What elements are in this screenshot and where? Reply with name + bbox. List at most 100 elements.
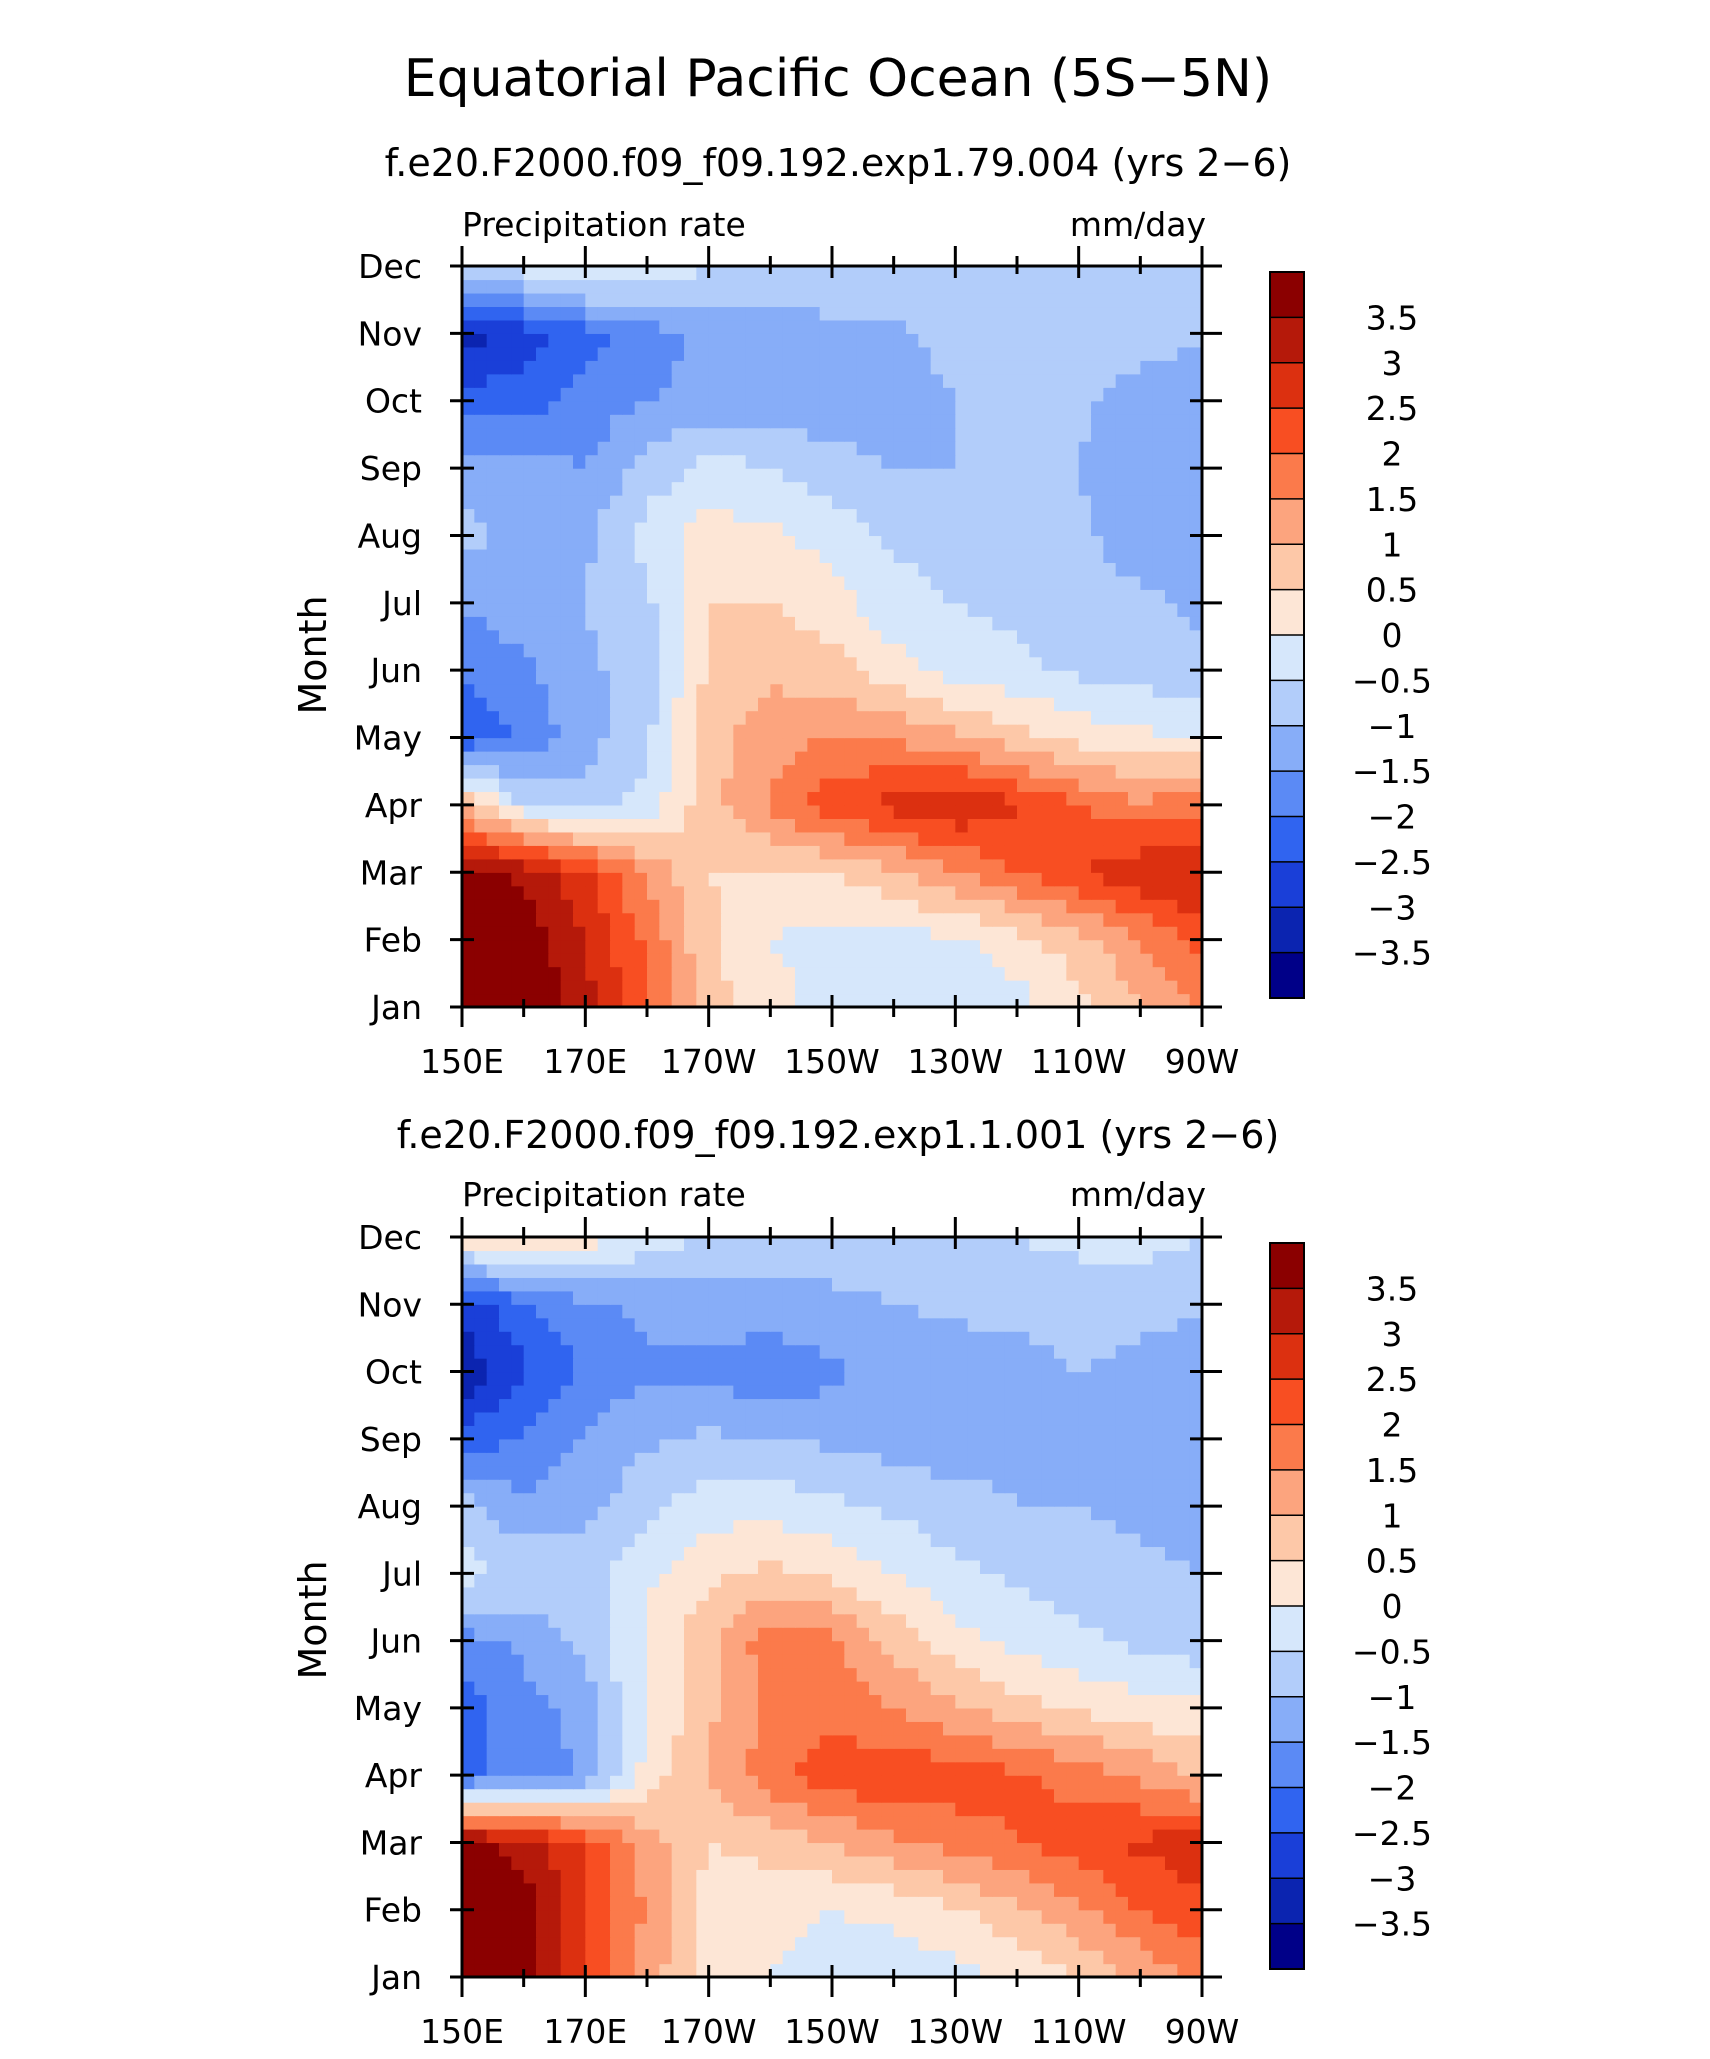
panel-bottom-heat-cell xyxy=(980,1909,993,1924)
panel-top-heat-cell xyxy=(1029,980,1043,995)
panel-bottom-heat-cell xyxy=(1004,1909,1018,1924)
panel-top-heat-cell xyxy=(597,279,611,294)
panel-bottom-heat-cell xyxy=(708,1694,722,1709)
panel-top-heat-cell xyxy=(560,872,574,887)
panel-top-heat-cell xyxy=(733,468,747,483)
panel-top-y-tick-label: Jul xyxy=(380,584,422,623)
panel-bottom-heat-cell xyxy=(1017,1923,1030,1938)
panel-top-heat-cell xyxy=(523,831,537,846)
panel-top-heat-cell xyxy=(745,804,759,819)
panel-top-heat-cell xyxy=(881,643,895,658)
panel-top-heat-cell xyxy=(758,656,771,671)
panel-top-heat-cell xyxy=(770,454,784,469)
panel-top-heat-cell xyxy=(1078,346,1092,361)
panel-top-heat-cell xyxy=(807,575,821,590)
panel-bottom-heat-cell xyxy=(1128,1896,1141,1911)
panel-top-heat-cell xyxy=(684,980,697,995)
panel-top-heat-cell xyxy=(536,993,549,1008)
panel-bottom-heat-cell xyxy=(782,1748,796,1763)
panel-bottom-heat-cell xyxy=(1140,1842,1154,1857)
panel-top-heat-cell xyxy=(647,764,660,779)
panel-top-heat-cell xyxy=(832,292,845,308)
panel-top-heat-cell xyxy=(462,993,475,1008)
panel-bottom-heat-cell xyxy=(671,1815,685,1830)
panel-top-heat-cell xyxy=(474,737,488,752)
panel-bottom-heat-cell xyxy=(918,1627,932,1642)
panel-top-heat-cell xyxy=(523,400,537,415)
panel-top-colorbar-label: 3 xyxy=(1382,344,1403,383)
panel-top-heat-cell xyxy=(807,400,821,415)
panel-top-heat-cell xyxy=(844,872,858,887)
panel-bottom-heat-cell xyxy=(486,1815,500,1830)
panel-top-heat-cell xyxy=(1177,427,1191,442)
panel-top-heat-cell xyxy=(684,319,697,334)
panel-top-heat-cell xyxy=(696,764,710,779)
panel-bottom-heat-cell xyxy=(906,1802,919,1817)
panel-bottom-heat-cell xyxy=(967,1882,981,1897)
panel-top-heat-cell xyxy=(1041,414,1055,429)
panel-bottom-heat-cell xyxy=(856,1963,870,1978)
panel-bottom-heat-cell xyxy=(906,1855,919,1870)
panel-top-heat-cell xyxy=(807,872,821,887)
panel-top-heat-cell xyxy=(1091,266,1104,281)
panel-top-heat-cell xyxy=(696,495,710,510)
panel-bottom-heat-cell xyxy=(536,1936,549,1951)
panel-bottom-heat-cell xyxy=(1152,1775,1166,1790)
panel-top-heat-cell xyxy=(486,427,500,442)
panel-top-heat-cell xyxy=(930,777,944,793)
panel-bottom-heat-cell xyxy=(1017,1963,1030,1978)
panel-top-heat-cell xyxy=(955,441,969,456)
panel-top-heat-cell xyxy=(1115,535,1129,550)
panel-top-heat-cell xyxy=(918,400,932,415)
panel-top-heat-cell xyxy=(918,764,932,779)
panel-top-heat-cell xyxy=(486,468,500,483)
panel-top-heat-cell xyxy=(474,993,488,1008)
panel-top-heat-cell xyxy=(585,899,599,914)
panel-bottom-heat-cell xyxy=(733,1963,747,1978)
panel-top-heat-cell xyxy=(893,980,907,995)
panel-top-heat-cell xyxy=(696,521,710,537)
panel-top-heat-cell xyxy=(708,764,722,779)
panel-top-heat-cell xyxy=(622,670,636,685)
panel-bottom-heat-cell xyxy=(992,1761,1006,1776)
panel-bottom-heat-cell xyxy=(647,1667,660,1682)
panel-top-heat-cell xyxy=(597,966,611,981)
panel-top-heat-cell xyxy=(585,777,599,793)
panel-top-heat-cell xyxy=(647,387,660,402)
panel-top-heat-cell xyxy=(622,683,636,698)
panel-top-heat-cell xyxy=(733,306,747,321)
panel-bottom-heat-cell xyxy=(980,1707,993,1722)
panel-bottom-heat-cell xyxy=(881,1667,895,1682)
panel-top-heat-cell xyxy=(733,373,747,388)
panel-top-heat-cell xyxy=(881,980,895,995)
panel-bottom-heat-cell xyxy=(1140,1748,1154,1763)
panel-top-heat-cell xyxy=(597,360,611,375)
panel-top-heat-cell xyxy=(499,481,512,496)
panel-top-heat-cell xyxy=(893,387,907,402)
panel-top-heat-cell xyxy=(770,926,784,941)
panel-top-heat-cell xyxy=(795,831,808,846)
panel-top-heat-cell xyxy=(819,670,833,685)
panel-bottom-heat-cell xyxy=(770,1640,784,1655)
panel-top-heat-cell xyxy=(893,508,907,523)
panel-bottom-heat-cell xyxy=(930,1829,944,1844)
panel-top-heat-cell xyxy=(1152,710,1166,725)
panel-top-heat-cell xyxy=(856,521,870,537)
panel-top-heat-cell xyxy=(634,953,648,968)
panel-top-heat-cell xyxy=(1140,926,1154,941)
panel-bottom-heat-cell xyxy=(918,1667,932,1682)
panel-bottom-heat-cell xyxy=(967,1734,981,1749)
panel-top-heat-cell xyxy=(770,292,784,308)
panel-top-heat-cell xyxy=(1066,643,1080,658)
panel-top-heat-cell xyxy=(1177,508,1191,523)
panel-bottom-heat-cell xyxy=(893,1829,907,1844)
panel-top-heat-cell xyxy=(1165,845,1178,860)
panel-top-heat-cell xyxy=(610,346,623,361)
panel-top-heat-cell xyxy=(721,818,734,833)
panel-top-heat-cell xyxy=(1066,683,1080,698)
panel-top-heat-cell xyxy=(733,616,747,631)
panel-top-heat-cell xyxy=(597,858,611,873)
panel-top-heat-cell xyxy=(955,926,969,941)
panel-top-heat-cell xyxy=(844,521,858,537)
panel-top-heat-cell xyxy=(462,279,475,294)
